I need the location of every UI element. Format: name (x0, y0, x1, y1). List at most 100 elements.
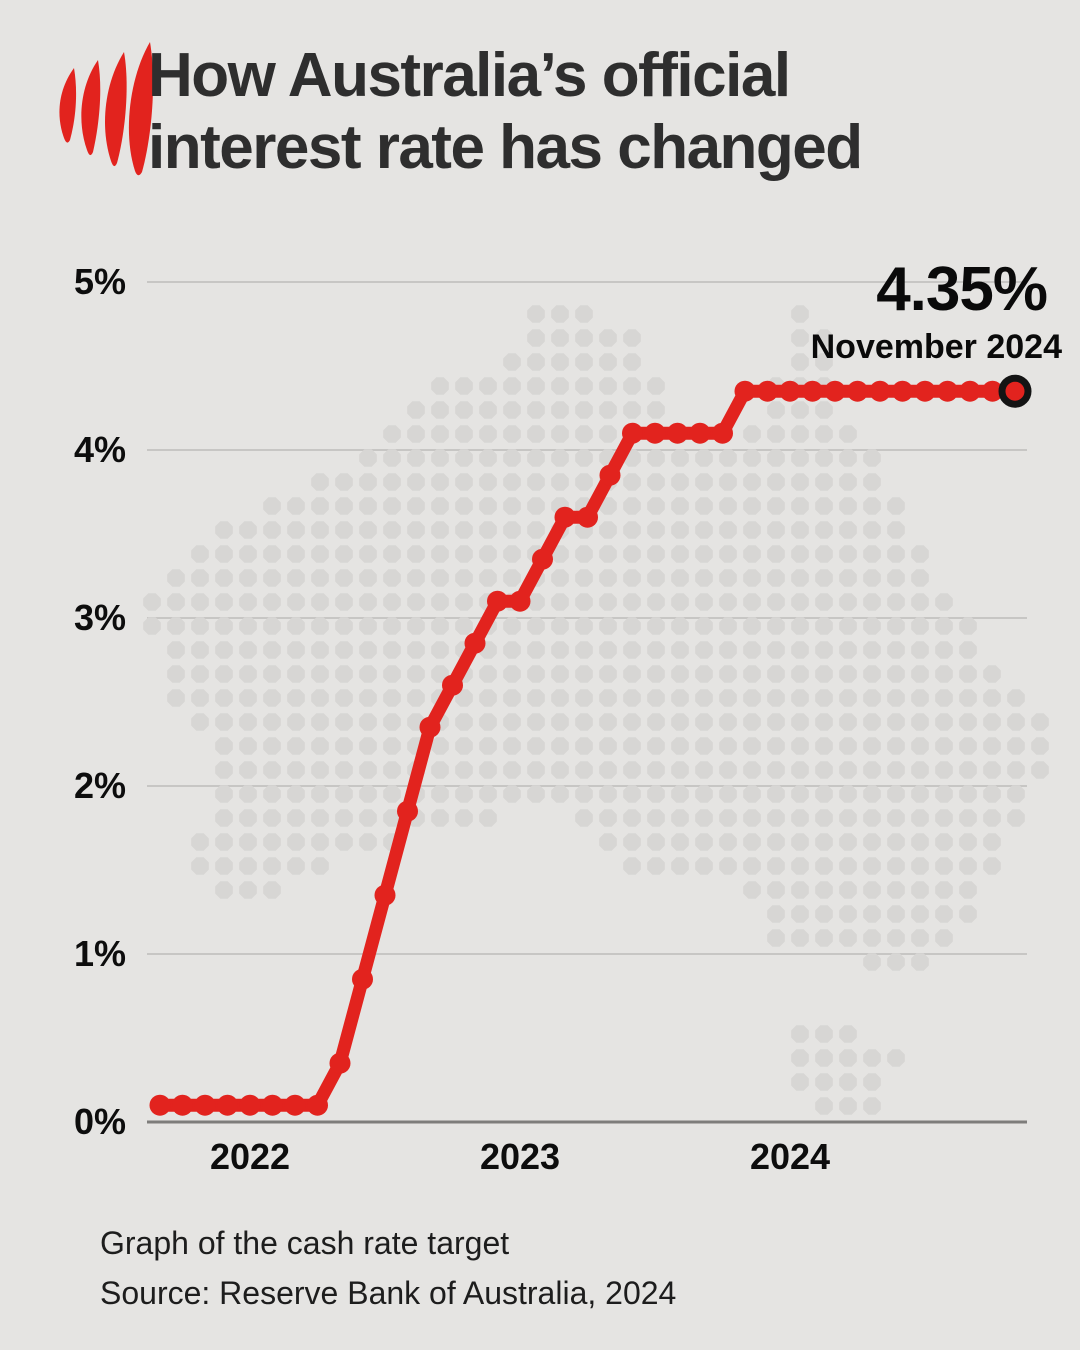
map-dot (479, 401, 497, 419)
map-dot (767, 689, 785, 707)
map-dot (839, 689, 857, 707)
map-dot (887, 1049, 905, 1067)
map-dot (575, 689, 593, 707)
map-dot (263, 665, 281, 683)
map-dot (239, 689, 257, 707)
map-dot (455, 377, 473, 395)
map-dot (407, 545, 425, 563)
map-dot (767, 449, 785, 467)
map-dot (791, 521, 809, 539)
map-dot (479, 449, 497, 467)
map-dot (791, 641, 809, 659)
map-dot (767, 665, 785, 683)
map-dot (647, 833, 665, 851)
map-dot (359, 449, 377, 467)
map-dot (335, 665, 353, 683)
map-dot (767, 713, 785, 731)
map-dot (359, 809, 377, 827)
map-dot (671, 617, 689, 635)
map-dot (359, 785, 377, 803)
map-dot (743, 881, 761, 899)
map-dot (959, 785, 977, 803)
map-dot (863, 689, 881, 707)
map-dot (215, 545, 233, 563)
map-dot (791, 1049, 809, 1067)
map-dot (887, 569, 905, 587)
map-dot (527, 593, 545, 611)
map-dot (911, 617, 929, 635)
map-dot (863, 953, 881, 971)
map-dot (551, 785, 569, 803)
map-dot (983, 833, 1001, 851)
map-dot (551, 713, 569, 731)
map-dot (791, 761, 809, 779)
map-dot (887, 665, 905, 683)
map-dot (479, 689, 497, 707)
map-dot (311, 809, 329, 827)
map-dot (863, 521, 881, 539)
map-dot (215, 593, 233, 611)
map-dot (599, 545, 617, 563)
map-dot (767, 521, 785, 539)
map-dot (839, 617, 857, 635)
map-dot (815, 665, 833, 683)
chart-source: Source: Reserve Bank of Australia, 2024 (100, 1275, 677, 1311)
map-dot (191, 617, 209, 635)
data-point (239, 1094, 261, 1116)
map-dot (647, 785, 665, 803)
map-dot (215, 785, 233, 803)
map-dot (431, 809, 449, 827)
map-dot (671, 473, 689, 491)
map-dot (455, 473, 473, 491)
map-dot (839, 1097, 857, 1115)
map-dot (311, 833, 329, 851)
map-dot (959, 737, 977, 755)
map-dot (239, 857, 257, 875)
map-dot (239, 809, 257, 827)
map-dot (815, 713, 833, 731)
map-dot (671, 857, 689, 875)
map-dot (719, 641, 737, 659)
map-dot (647, 593, 665, 611)
map-dot (839, 785, 857, 803)
map-dot (887, 593, 905, 611)
map-dot (599, 713, 617, 731)
map-dot (143, 593, 161, 611)
map-dot (215, 713, 233, 731)
map-dot (383, 569, 401, 587)
map-dot (839, 497, 857, 515)
map-dot (695, 785, 713, 803)
map-dot (527, 785, 545, 803)
map-dot (887, 785, 905, 803)
map-dot (263, 689, 281, 707)
map-dot (215, 857, 233, 875)
map-dot (431, 737, 449, 755)
map-dot (551, 425, 569, 443)
map-dot (287, 617, 305, 635)
map-dot (839, 737, 857, 755)
map-dot (575, 617, 593, 635)
map-dot (383, 473, 401, 491)
map-dot (887, 545, 905, 563)
map-dot (791, 833, 809, 851)
y-axis-tick-label: 5% (73, 261, 126, 302)
map-dot (143, 617, 161, 635)
map-dot (311, 473, 329, 491)
y-axis-tick-label: 3% (73, 597, 126, 638)
map-dot (263, 881, 281, 899)
map-dot (359, 545, 377, 563)
map-dot (887, 881, 905, 899)
data-point (532, 548, 553, 570)
australia-dot-map (143, 305, 1049, 1115)
map-dot (1007, 689, 1025, 707)
map-dot (983, 761, 1001, 779)
map-dot (287, 545, 305, 563)
map-dot (575, 305, 593, 323)
map-dot (911, 713, 929, 731)
map-dot (287, 737, 305, 755)
map-dot (623, 737, 641, 755)
map-dot (359, 833, 377, 851)
map-dot (839, 713, 857, 731)
map-dot (887, 857, 905, 875)
map-dot (839, 425, 857, 443)
